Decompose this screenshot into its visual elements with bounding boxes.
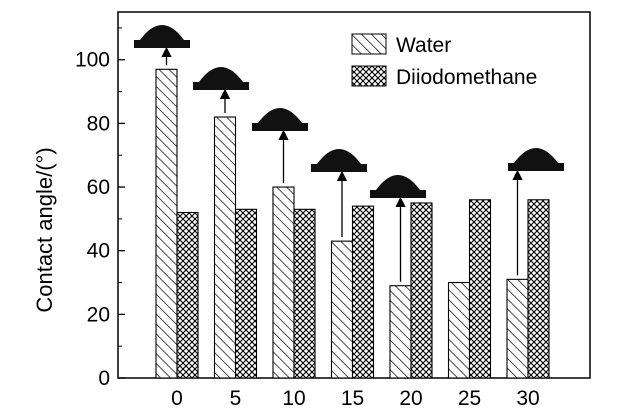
- bar-water-5: [213, 116, 237, 379]
- y-tick-label: 100: [75, 49, 110, 72]
- droplet-substrate: [311, 164, 367, 172]
- water-droplet-icon: [199, 67, 243, 82]
- y-tick-label: 40: [87, 240, 110, 263]
- droplet-substrate: [252, 123, 308, 131]
- y-axis-label: Contact angle/(°): [32, 147, 57, 312]
- bar-water-0: [155, 68, 178, 379]
- water-droplet-icon: [258, 108, 302, 123]
- bar-diiodomethane-30: [527, 199, 550, 379]
- legend-label-diiodomethane: Diiodomethane: [396, 66, 537, 89]
- bar-diiodomethane-5: [234, 208, 258, 379]
- bar-water-15: [330, 240, 354, 379]
- bar-water-25: [447, 281, 471, 379]
- legend-label-water: Water: [396, 34, 451, 57]
- water-droplet-icon: [140, 25, 184, 40]
- water-droplet-icon: [514, 148, 558, 163]
- bar-diiodomethane-15: [351, 205, 375, 379]
- bar-water-30: [506, 278, 529, 379]
- legend: Water Diiodomethane: [351, 33, 537, 89]
- x-tick-label: 15: [341, 387, 364, 409]
- droplet-substrate: [134, 40, 190, 48]
- bar-water-20: [389, 285, 412, 379]
- x-tick-label: 25: [458, 387, 481, 409]
- y-tick-label: 60: [87, 176, 110, 199]
- x-tick-label: 20: [399, 387, 422, 409]
- droplet-substrate: [370, 190, 426, 198]
- droplet-substrate: [193, 82, 249, 90]
- legend-swatch-water: [351, 33, 387, 55]
- droplet-substrate: [508, 163, 564, 171]
- bar-diiodomethane-0: [176, 211, 199, 379]
- legend-swatch-diiodomethane: [351, 65, 387, 87]
- x-tick-label: 30: [516, 387, 539, 409]
- water-droplet-icon: [317, 149, 361, 164]
- x-tick-label: 5: [230, 387, 242, 409]
- water-droplet-icon: [376, 175, 420, 190]
- x-tick-label: 0: [171, 387, 183, 409]
- y-tick-label: 0: [98, 367, 110, 390]
- y-tick-label: 80: [87, 112, 110, 135]
- bar-diiodomethane-10: [293, 208, 316, 379]
- y-tick-label: 20: [87, 303, 110, 326]
- bar-diiodomethane-25: [468, 199, 492, 379]
- bar-water-10: [272, 186, 295, 379]
- x-tick-label: 10: [282, 387, 305, 409]
- bar-diiodomethane-20: [410, 202, 433, 379]
